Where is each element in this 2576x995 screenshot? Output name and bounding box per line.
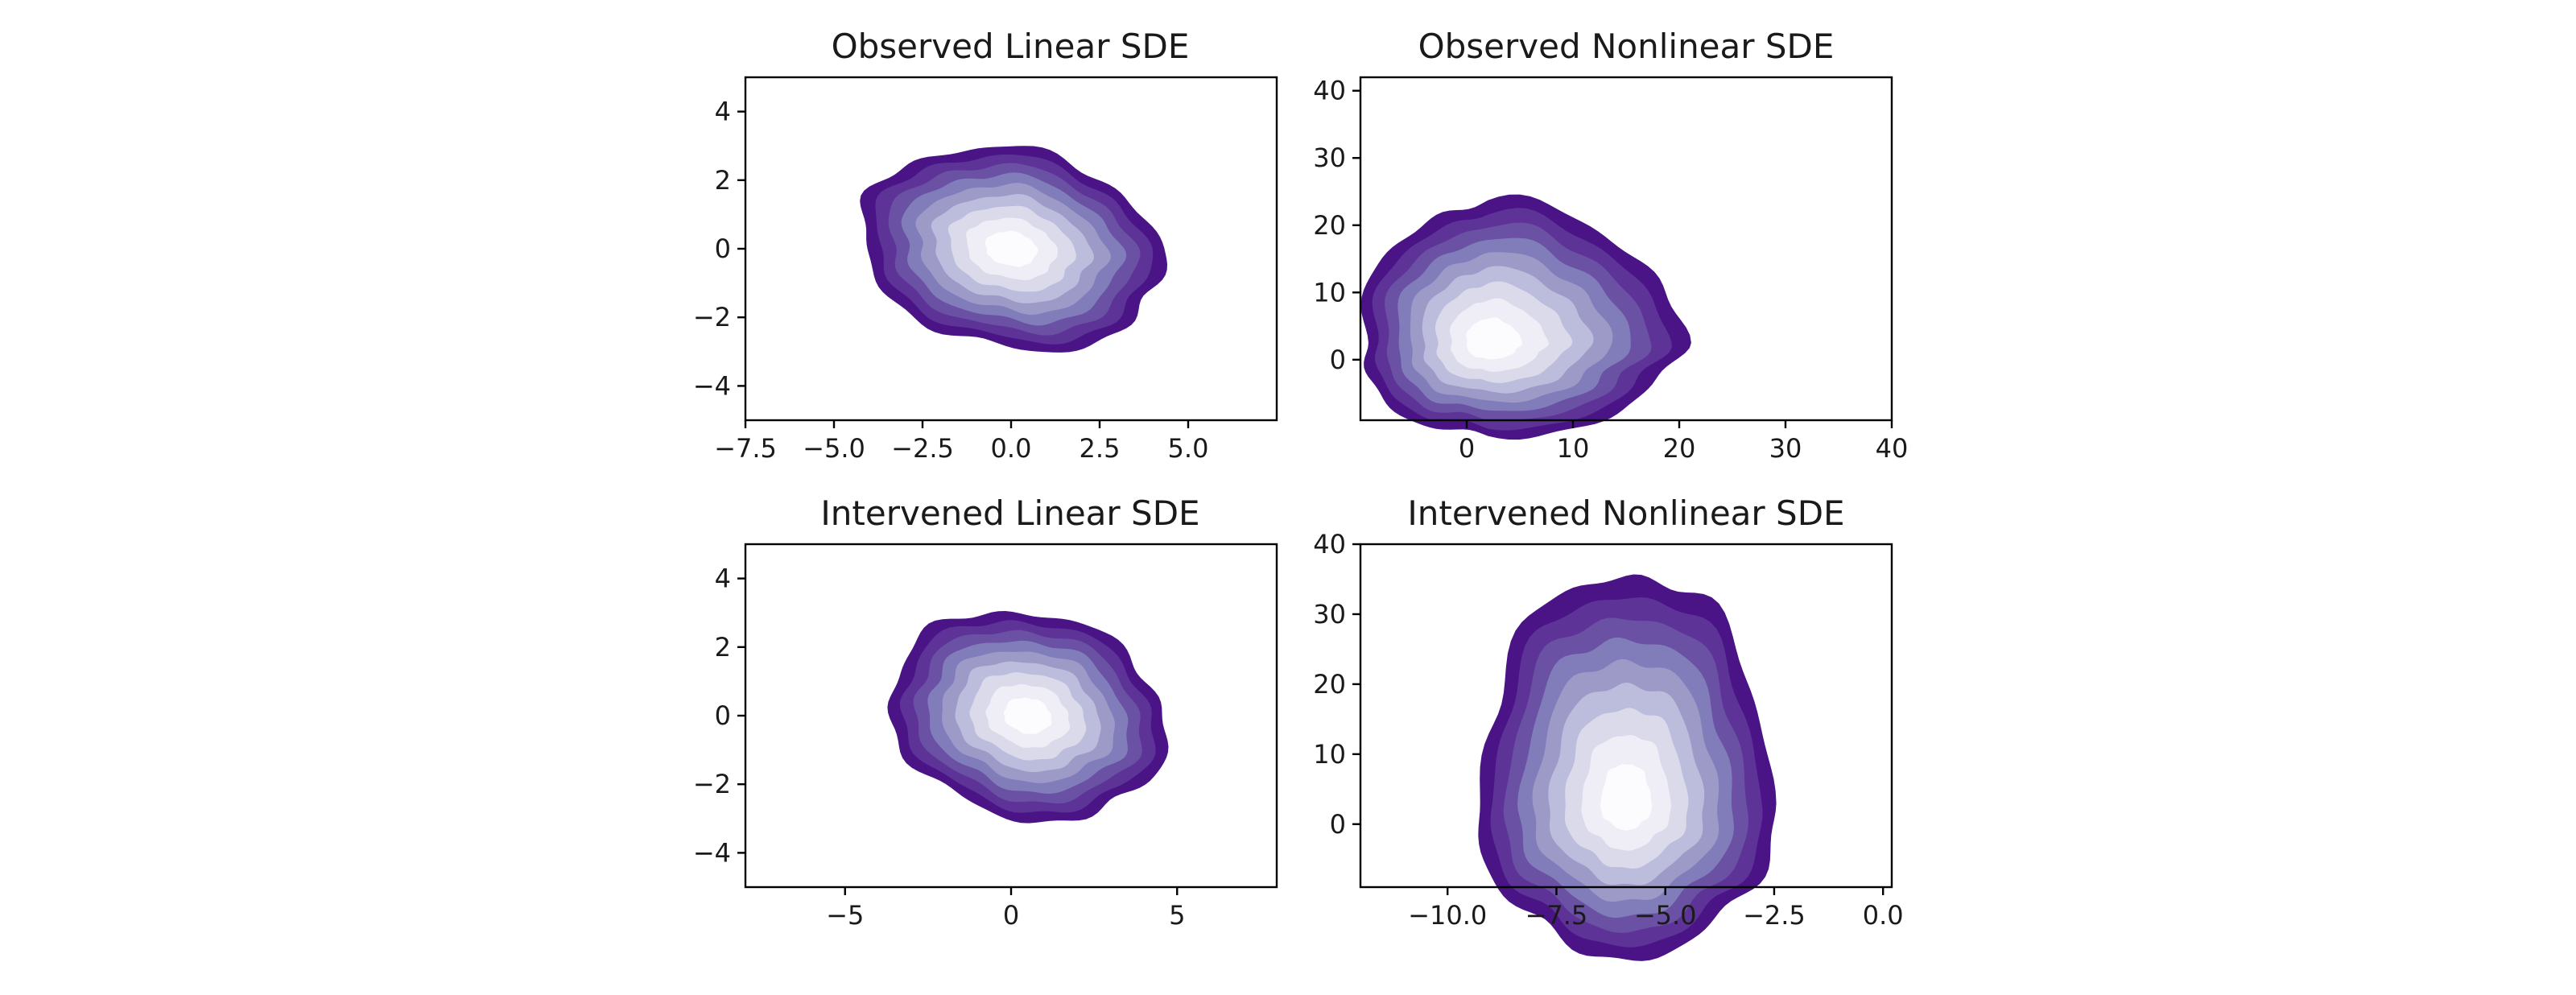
panel-intervened-nonlinear: Intervened Nonlinear SDE −10.0 −7.5 −5.0 −2… <box>1313 493 1904 961</box>
x-tick-label: 20 <box>1663 433 1696 464</box>
y-tick-label: 20 <box>1313 210 1346 241</box>
x-tick-label: −5.0 <box>803 433 865 464</box>
density-level-8 <box>985 230 1038 267</box>
x-tick-label: −2.5 <box>891 433 954 464</box>
y-tick-label: −2 <box>693 769 731 799</box>
y-tick-label: 2 <box>715 632 731 663</box>
density-contours <box>887 611 1169 824</box>
density-contours <box>1360 194 1691 440</box>
x-tick-label: 5 <box>1169 900 1185 931</box>
panel-title: Observed Nonlinear SDE <box>1418 27 1835 66</box>
x-tick-label: −10.0 <box>1408 900 1487 931</box>
y-tick-label: 20 <box>1313 669 1346 700</box>
x-tick-label: 5.0 <box>1168 433 1209 464</box>
panel-intervened-linear: Intervened Linear SDE −5 0 5 −4 −2 0 2 4 <box>693 493 1278 931</box>
y-tick-label: 40 <box>1313 529 1346 559</box>
y-tick-label: 40 <box>1313 76 1346 106</box>
density-level-8 <box>1466 317 1523 360</box>
panel-title: Observed Linear SDE <box>832 27 1190 66</box>
axes-frame <box>744 543 1278 889</box>
y-tick-label: 10 <box>1313 277 1346 308</box>
y-tick-label: −4 <box>693 837 731 868</box>
density-level-8 <box>1600 764 1653 831</box>
axis-ticks: 0 10 20 30 40 0 10 20 30 40 <box>1313 76 1908 464</box>
x-tick-label: 0.0 <box>1863 900 1904 931</box>
axis-ticks: −7.5 −5.0 −2.5 0.0 2.5 5.0 −4 −2 0 2 4 <box>693 97 1209 464</box>
x-tick-label: −2.5 <box>1743 900 1806 931</box>
x-tick-label: 0 <box>1459 433 1475 464</box>
x-tick-label: 30 <box>1769 433 1802 464</box>
panel-title: Intervened Linear SDE <box>820 493 1199 533</box>
axis-ticks: −5 0 5 −4 −2 0 2 4 <box>693 564 1186 931</box>
y-tick-label: 0 <box>1330 809 1346 840</box>
density-contours <box>1478 574 1777 961</box>
x-tick-label: 0 <box>1003 900 1019 931</box>
axes-frame <box>744 76 1278 422</box>
y-tick-label: 0 <box>1330 345 1346 375</box>
x-tick-label: −5 <box>826 900 864 931</box>
y-tick-label: 0 <box>715 700 731 731</box>
y-tick-label: 4 <box>715 564 731 594</box>
y-tick-label: 0 <box>715 233 731 264</box>
panel-title: Intervened Nonlinear SDE <box>1407 493 1844 533</box>
axis-ticks: −10.0 −7.5 −5.0 −2.5 0.0 0 10 20 30 40 <box>1313 529 1903 931</box>
y-tick-label: −4 <box>693 370 731 401</box>
x-tick-label: 0.0 <box>991 433 1032 464</box>
x-tick-label: −5.0 <box>1634 900 1697 931</box>
x-tick-label: 10 <box>1557 433 1590 464</box>
axes-frame <box>1359 543 1893 889</box>
x-tick-label: −7.5 <box>1525 900 1588 931</box>
y-tick-label: 2 <box>715 165 731 196</box>
x-tick-label: −7.5 <box>714 433 777 464</box>
y-tick-label: 30 <box>1313 599 1346 630</box>
y-tick-label: 10 <box>1313 739 1346 770</box>
x-tick-label: 40 <box>1876 433 1909 464</box>
y-tick-label: 4 <box>715 97 731 127</box>
density-level-8 <box>1003 697 1052 734</box>
panel-observed-nonlinear: Observed Nonlinear SDE 0 10 20 30 40 0 10 20 30 4… <box>1313 27 1908 464</box>
y-tick-label: −2 <box>693 302 731 332</box>
panel-observed-linear: Observed Linear SDE −7.5 −5.0 −2.5 0.0 2.5 5.… <box>693 27 1278 464</box>
x-tick-label: 2.5 <box>1080 433 1121 464</box>
axes-frame <box>1359 76 1893 422</box>
density-contours <box>860 146 1167 353</box>
y-tick-label: 30 <box>1313 142 1346 173</box>
